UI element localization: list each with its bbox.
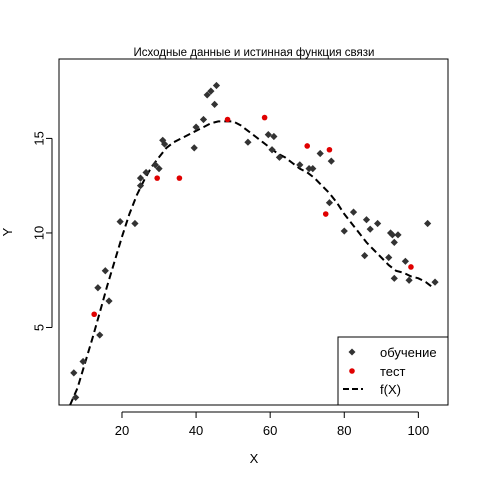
train-point <box>207 87 215 95</box>
x-tick-label: 100 <box>408 423 430 438</box>
test-point <box>261 114 268 121</box>
train-point <box>244 138 252 146</box>
train-point <box>94 284 102 292</box>
train-point <box>390 274 398 282</box>
train-point <box>160 140 169 148</box>
train-point <box>136 182 145 190</box>
legend-label-train: обучение <box>380 345 437 360</box>
x-tick-label: 40 <box>189 423 203 438</box>
train-point <box>401 257 409 265</box>
train-point <box>296 161 304 169</box>
y-tick-label: 15 <box>32 131 47 145</box>
train-point <box>366 225 374 233</box>
train-point <box>362 216 371 224</box>
test-point <box>322 211 329 217</box>
x-axis: 20 40 60 80 100 <box>115 411 430 438</box>
test-point <box>304 143 311 149</box>
train-point <box>96 331 104 339</box>
train-point <box>275 153 284 161</box>
train-point <box>151 161 159 169</box>
train-point <box>70 369 78 377</box>
train-point <box>155 165 163 173</box>
train-point <box>142 168 150 177</box>
x-tick-label: 20 <box>115 423 129 438</box>
train-point <box>264 131 272 139</box>
train-point <box>136 174 145 182</box>
train-point <box>309 165 317 173</box>
legend-marker-test <box>349 368 355 374</box>
train-point <box>72 393 80 402</box>
train-point <box>270 132 278 141</box>
train-point <box>316 149 324 158</box>
train-point <box>385 253 393 262</box>
x-tick-label: 60 <box>263 423 277 438</box>
test-point <box>154 175 160 181</box>
y-axis: 5 10 15 <box>32 131 53 331</box>
train-point <box>192 123 200 131</box>
train-point <box>394 231 402 239</box>
legend-marker-train <box>348 348 356 356</box>
train-point <box>212 81 221 90</box>
train-point <box>101 267 109 275</box>
train-point <box>203 91 211 99</box>
legend: обучение тест f(X) <box>337 336 449 406</box>
train-point <box>325 199 334 207</box>
series-layer <box>69 81 439 406</box>
true-function-line <box>69 120 434 406</box>
plot-frame <box>58 58 449 406</box>
train-point <box>79 357 87 366</box>
test-point <box>326 146 333 153</box>
train-point <box>105 297 113 305</box>
legend-label-fx: f(X) <box>380 382 401 397</box>
chart-title: Исходные данные и истинная функция связи <box>134 47 375 59</box>
train-point <box>405 276 413 284</box>
train-point <box>349 208 358 216</box>
train-point <box>116 218 124 226</box>
x-axis-label: X <box>250 451 259 466</box>
train-point <box>431 278 439 286</box>
train-point <box>268 146 276 154</box>
y-tick-label: 10 <box>32 226 47 240</box>
test-point <box>224 116 231 123</box>
train-point <box>424 219 432 228</box>
train-point <box>199 115 208 124</box>
y-tick-label: 5 <box>32 324 47 331</box>
train-point <box>390 238 398 246</box>
y-axis-label: Y <box>0 227 15 236</box>
test-point <box>176 175 183 181</box>
train-point <box>340 227 348 235</box>
test-point <box>408 264 414 270</box>
train-point <box>374 219 382 228</box>
train-point <box>131 219 139 228</box>
train-point <box>327 157 335 165</box>
legend-label-test: тест <box>380 364 406 379</box>
train-point <box>190 144 198 152</box>
train-point <box>388 231 397 239</box>
x-tick-label: 80 <box>337 423 351 438</box>
train-point <box>305 165 313 173</box>
train-point <box>211 100 219 108</box>
train-point <box>361 252 369 260</box>
test-point <box>91 311 97 318</box>
legend-box <box>337 336 449 406</box>
